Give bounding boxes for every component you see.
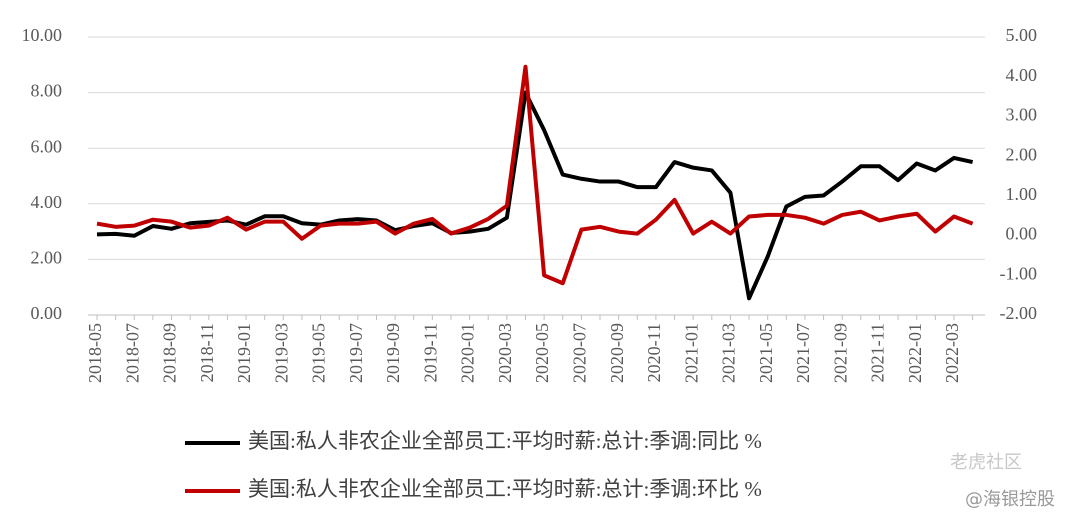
legend-label: 美国:私人非农企业全部员工:平均时薪:总计:季调:同比 %: [248, 429, 762, 453]
y2-tick-label: 1.00: [1006, 184, 1038, 204]
x-tick-label: 2020-01: [458, 323, 478, 383]
x-tick-label: 2021-05: [756, 323, 776, 383]
x-tick-label: 2021-03: [719, 323, 739, 383]
y2-tick-label: -2.00: [1000, 303, 1038, 323]
legend: 美国:私人非农企业全部员工:平均时薪:总计:季调:同比 % 美国:私人非农企业全部…: [185, 429, 762, 501]
x-tick-label: 2018-11: [197, 323, 217, 382]
x-tick-label: 2019-09: [383, 323, 403, 383]
x-tick-label: 2020-11: [644, 323, 664, 382]
x-tick-label: 2020-03: [495, 323, 515, 383]
watermark-brand: 老虎社区: [950, 452, 1022, 473]
legend-label: 美国:私人非农企业全部员工:平均时薪:总计:季调:环比 %: [248, 477, 762, 501]
x-tick-label: 2018-05: [85, 323, 105, 383]
y2-tick-label: 0.00: [1006, 224, 1038, 244]
y-tick-label: 6.00: [31, 136, 63, 156]
series-line: [96, 90, 974, 301]
x-tick-label: 2019-07: [346, 323, 366, 383]
x-tick-label: 2019-11: [420, 323, 440, 382]
x-tick-label: 2021-09: [830, 323, 850, 383]
x-tick-label: 2018-09: [160, 323, 180, 383]
y2-tick-label: 5.00: [1006, 25, 1038, 45]
x-tick-label: 2020-05: [532, 323, 552, 383]
x-tick-label: 2021-07: [793, 323, 813, 383]
y-tick-label: 0.00: [31, 303, 63, 323]
y2-tick-label: 3.00: [1006, 105, 1038, 125]
y2-tick-label: -1.00: [1000, 263, 1038, 283]
x-tick-label: 2020-07: [570, 323, 590, 383]
x-tick-label: 2020-09: [607, 323, 627, 383]
watermark-account: @海银控股: [965, 489, 1055, 510]
y2-tick-label: 2.00: [1006, 144, 1038, 164]
series-line: [96, 64, 974, 286]
x-tick-label: 2021-11: [868, 323, 888, 382]
x-tick-label: 2019-03: [271, 323, 291, 383]
y-tick-label: 2.00: [31, 248, 63, 268]
y-tick-label: 10.00: [22, 25, 63, 45]
x-tick-label: 2018-07: [122, 323, 142, 383]
y2-tick-label: 4.00: [1006, 65, 1038, 85]
x-tick-label: 2022-01: [905, 323, 925, 383]
y-tick-label: 4.00: [31, 192, 63, 212]
x-tick-label: 2021-01: [681, 323, 701, 383]
x-tick-label: 2019-05: [309, 323, 329, 383]
y-tick-label: 8.00: [31, 81, 63, 101]
x-tick-label: 2019-01: [234, 323, 254, 383]
x-tick-label: 2022-03: [942, 323, 962, 383]
